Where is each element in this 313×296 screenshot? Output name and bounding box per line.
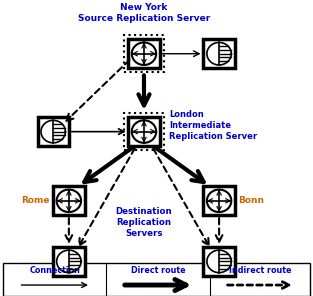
Bar — [124, 35, 164, 73]
Bar — [124, 113, 164, 150]
Text: Destination
Replication
Servers: Destination Replication Servers — [116, 207, 172, 238]
Bar — [53, 247, 85, 276]
Bar — [3, 263, 310, 296]
Text: New York
Source Replication Server: New York Source Replication Server — [78, 3, 210, 23]
Text: London
Intermediate
Replication Server: London Intermediate Replication Server — [169, 110, 257, 141]
Text: Direct route: Direct route — [131, 266, 185, 275]
Circle shape — [132, 120, 156, 143]
Bar — [203, 247, 235, 276]
Text: Rome: Rome — [22, 196, 50, 205]
Bar — [203, 186, 235, 215]
Bar — [53, 186, 85, 215]
Bar — [203, 39, 235, 68]
Circle shape — [57, 189, 81, 212]
Circle shape — [207, 189, 231, 212]
Bar — [128, 117, 160, 146]
Text: Bonn: Bonn — [238, 196, 264, 205]
Bar — [38, 117, 69, 146]
Bar — [128, 39, 160, 68]
Text: Indirect route: Indirect route — [228, 266, 291, 275]
Text: Connection: Connection — [29, 266, 80, 275]
Circle shape — [132, 42, 156, 65]
